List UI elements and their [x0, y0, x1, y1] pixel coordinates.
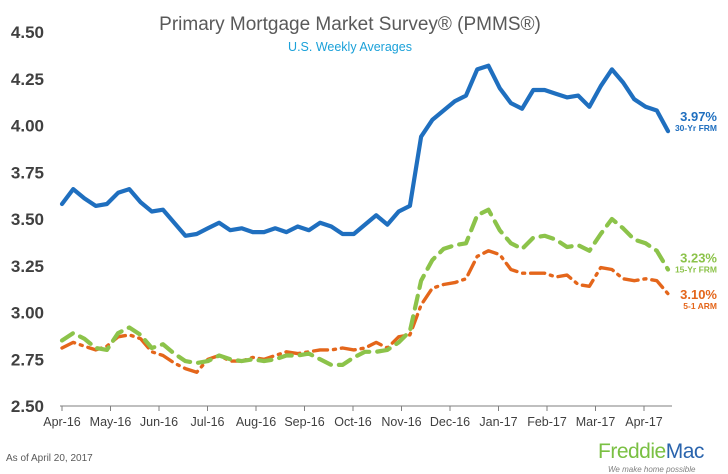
logo-wordmark: FreddieMac: [598, 440, 704, 464]
x-tick-label: Dec-16: [430, 415, 470, 429]
series-name-label-15-yr-frm: 15-Yr FRM: [675, 264, 717, 274]
y-tick-label: 3.75: [11, 163, 44, 182]
x-tick-label: Jul-16: [190, 415, 224, 429]
y-tick-label: 2.75: [11, 350, 44, 369]
x-tick-label: Aug-16: [236, 415, 276, 429]
x-tick-label: Sep-16: [284, 415, 324, 429]
series-line-15-yr-frm: [59, 207, 671, 367]
series-line-5-1-arm: [60, 249, 670, 374]
x-tick-label: Nov-16: [381, 415, 421, 429]
as-of-note: As of April 20, 2017: [6, 453, 93, 464]
logo-word-part2: Mac: [665, 440, 705, 463]
x-tick-label: Jun-16: [140, 415, 178, 429]
series-value-label-30-yr-frm: 3.97%: [680, 109, 717, 124]
series-line-30-yr-frm: [59, 63, 671, 238]
y-tick-label: 2.50: [11, 397, 44, 416]
chart-subtitle: U.S. Weekly Averages: [288, 40, 412, 54]
y-tick-label: 3.00: [11, 304, 44, 323]
series-value-label-15-yr-frm: 3.23%: [680, 250, 717, 265]
chart-title: Primary Mortgage Market Survey® (PMMS®): [159, 14, 541, 35]
series-value-label-5-1-arm: 3.10%: [680, 287, 717, 302]
y-tick-label: 3.25: [11, 257, 44, 276]
logo-tagline: We make home possible: [608, 465, 696, 474]
x-tick-label: Apr-17: [625, 415, 663, 429]
logo-word-part1: Freddie: [598, 440, 666, 463]
x-tick-label: Oct-16: [334, 415, 372, 429]
series-name-label-5-1-arm: 5-1 ARM: [683, 301, 717, 311]
y-tick-label: 4.50: [11, 23, 44, 42]
freddie-mac-logo: FreddieMac We make home possible: [598, 440, 724, 474]
x-tick-label: Feb-17: [527, 415, 567, 429]
y-tick-label: 4.25: [11, 70, 44, 89]
x-tick-label: Mar-17: [576, 415, 616, 429]
x-tick-label: Jan-17: [479, 415, 517, 429]
series-name-label-30-yr-frm: 30-Yr FRM: [675, 123, 717, 133]
x-tick-label: May-16: [90, 415, 132, 429]
x-tick-label: Apr-16: [43, 415, 81, 429]
y-tick-label: 4.00: [11, 117, 44, 136]
y-tick-label: 3.50: [11, 210, 44, 229]
